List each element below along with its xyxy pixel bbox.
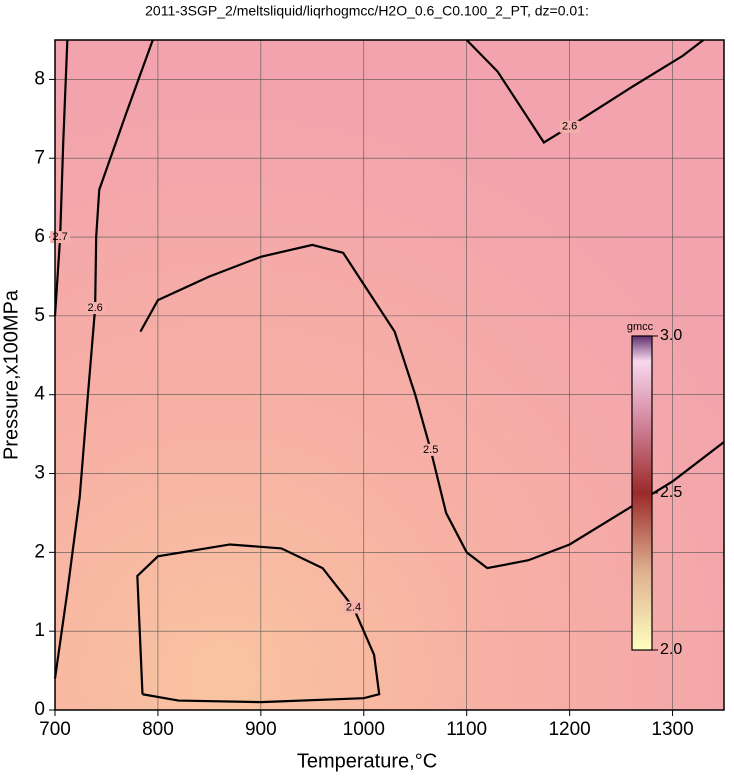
x-tick-label: 1100 [446,719,487,740]
contour-line [139,243,725,570]
contour-label: 2.4 [346,601,361,613]
y-tick-label: 1 [34,620,45,641]
y-tick-label: 8 [34,68,45,89]
contour-label: 2.6 [562,121,577,133]
x-tick-label: 1300 [651,719,693,740]
y-tick-label: 0 [34,699,45,720]
y-tick-label: 5 [34,305,45,326]
plot-frame [54,39,725,711]
colorbar-tick-label: 2.5 [660,484,682,501]
plot-background [55,40,724,710]
x-tick-label: 800 [142,719,174,740]
colorbar-label: gmcc [627,321,654,333]
y-tick-label: 2 [34,541,45,562]
contour-label: 2.5 [423,444,438,456]
colorbar [631,335,653,651]
contour-label-bg [420,443,441,456]
y-tick-label: 7 [34,147,45,168]
x-tick-label: 1000 [343,719,385,740]
contour-label-bg [559,120,580,133]
y-tick-label: 4 [34,384,45,405]
colorbar-tick-label: 3.0 [660,327,682,344]
x-axis-label: Temperature,°C [297,750,437,772]
chart-title: 2011-3SGP_2/meltsliquid/liqrhogmcc/H2O_0… [145,3,589,19]
colorbar-tick-label: 2.0 [660,641,682,658]
y-tick-label: 3 [34,463,45,484]
y-axis-label: Pressure,x100MPa [0,289,22,460]
contour-line [465,39,705,144]
contour-label-bg [343,601,364,614]
contour-label: 2.6 [87,302,102,314]
x-tick-label: 1200 [548,719,590,740]
contour-label: 2.7 [52,231,67,243]
contour-label-bg [85,302,106,314]
x-tick-label: 900 [245,719,277,740]
y-tick-label: 6 [34,226,45,247]
x-tick-label: 700 [39,719,71,740]
